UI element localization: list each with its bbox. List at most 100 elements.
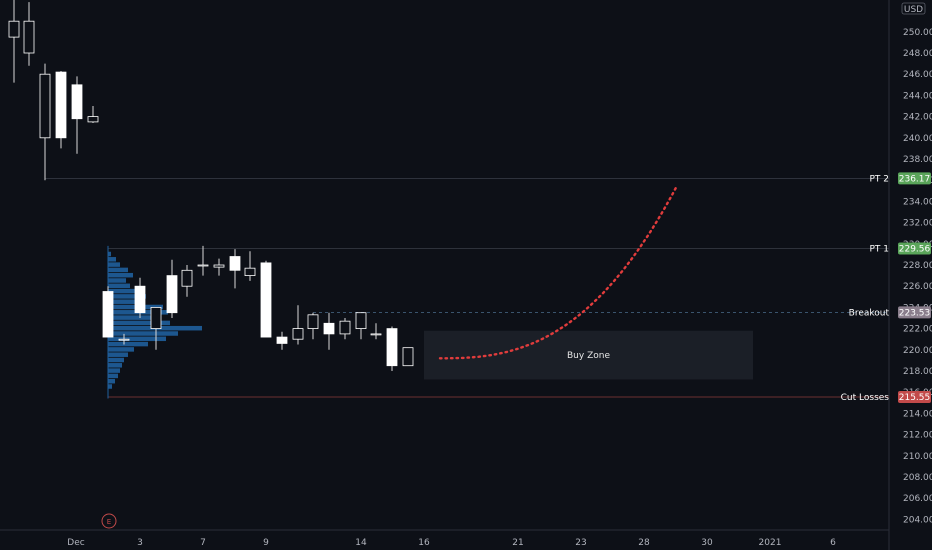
candle-body	[102, 291, 114, 338]
y-tick-label: 246.00	[903, 70, 932, 80]
price-tag-1[interactable]: 236.17	[898, 172, 931, 185]
candle[interactable]	[39, 63, 51, 181]
candle[interactable]	[118, 333, 130, 345]
y-tick-label: 214.00	[903, 409, 932, 419]
price-tag-2[interactable]: 229.56	[898, 242, 931, 255]
x-tick-label: 23	[575, 538, 586, 548]
candle-body	[166, 275, 178, 314]
candle[interactable]	[150, 306, 162, 350]
candle-body	[370, 333, 382, 336]
volume-profile-bar	[108, 294, 146, 299]
x-tick-label: 3	[137, 538, 143, 548]
volume-profile-bar	[108, 320, 170, 326]
y-tick-label: 244.00	[903, 91, 932, 101]
candle-body	[323, 322, 335, 335]
projection-curve	[438, 186, 678, 360]
x-tick-label: 14	[355, 538, 367, 548]
candle-body	[244, 267, 256, 276]
x-tick-label: 16	[418, 538, 430, 548]
volume-profile-bar	[108, 378, 115, 384]
candle[interactable]	[197, 245, 209, 276]
candle-body	[71, 84, 83, 120]
x-tick-label: 2021	[759, 538, 782, 548]
candle[interactable]	[260, 260, 272, 338]
buy-zone-box	[424, 330, 753, 380]
candle[interactable]	[229, 249, 241, 289]
candle-body	[150, 306, 162, 329]
candle[interactable]	[71, 76, 83, 154]
volume-profile-bar	[108, 363, 122, 368]
candle-body	[339, 320, 351, 335]
y-tick-label: 212.00	[903, 431, 932, 441]
candle[interactable]	[55, 71, 67, 149]
candle[interactable]	[134, 277, 146, 318]
candle[interactable]	[307, 312, 319, 340]
volume-profile-bar	[108, 368, 120, 373]
candle[interactable]	[386, 326, 398, 371]
candle-body	[118, 338, 130, 341]
earnings-marker-circle	[101, 513, 117, 529]
candle-body	[355, 312, 367, 330]
volume-profile-bar	[108, 347, 134, 352]
candle[interactable]	[8, 0, 20, 83]
candle[interactable]	[402, 347, 414, 367]
y-tick-label: 226.00	[903, 282, 932, 292]
price-tag-value: 236.17	[899, 174, 931, 184]
volume-profile-bar	[108, 288, 138, 294]
candle-body	[402, 347, 414, 367]
price-tag-value: 223.53	[899, 308, 931, 318]
candle[interactable]	[23, 2, 35, 66]
candle-body	[181, 269, 193, 287]
candle[interactable]	[276, 331, 288, 350]
level-label-1: PT 2	[869, 174, 889, 184]
x-tick-label: 9	[263, 538, 269, 548]
x-tick-label: 21	[512, 538, 523, 548]
candle[interactable]	[166, 259, 178, 318]
candle[interactable]	[213, 258, 225, 276]
candle[interactable]	[355, 312, 367, 340]
currency-badge-box	[901, 2, 926, 15]
currency-label: USD	[904, 5, 923, 15]
y-tick-label: 204.00	[903, 515, 932, 525]
price-tag-3[interactable]: 223.53	[898, 306, 931, 319]
price-tag-box	[898, 306, 931, 319]
price-tag-box	[898, 242, 931, 255]
y-tick-label: 222.00	[903, 325, 932, 335]
candle[interactable]	[370, 323, 382, 340]
earnings-marker[interactable]: E	[101, 513, 117, 529]
y-tick-label: 238.00	[903, 155, 932, 165]
candle[interactable]	[292, 305, 304, 345]
candle-body	[229, 256, 241, 271]
y-tick-label: 232.00	[903, 219, 932, 229]
candle[interactable]	[244, 251, 256, 281]
candle[interactable]	[323, 312, 335, 350]
price-tag-value: 229.56	[899, 244, 931, 254]
candle[interactable]	[181, 265, 193, 297]
candle[interactable]	[339, 318, 351, 340]
volume-profile-bar	[108, 373, 118, 379]
volume-profile-bar	[108, 341, 148, 347]
price-tag-box	[898, 172, 931, 185]
level-label-4: Cut Losses	[841, 393, 890, 403]
candle-body	[386, 328, 398, 367]
volume-profile-bar	[108, 299, 143, 304]
candle[interactable]	[102, 286, 114, 338]
y-tick-label: 208.00	[903, 473, 932, 483]
volume-profile-bar	[108, 331, 178, 336]
candle-body	[134, 285, 146, 314]
price-tag-value: 215.55	[899, 393, 931, 403]
volume-profile-bar	[108, 272, 133, 278]
x-tick-label: 28	[638, 538, 650, 548]
y-tick-label: 228.00	[903, 261, 932, 271]
candle-body	[87, 116, 99, 123]
level-label-2: PT 1	[869, 244, 889, 254]
volume-profile-bar	[108, 257, 116, 262]
price-tag-4[interactable]: 215.55	[898, 390, 931, 403]
candle[interactable]	[87, 106, 99, 123]
currency-badge[interactable]: USD	[901, 2, 926, 15]
candle-body	[55, 71, 67, 139]
volume-profile-bar	[108, 278, 126, 283]
candle-body	[8, 20, 20, 38]
